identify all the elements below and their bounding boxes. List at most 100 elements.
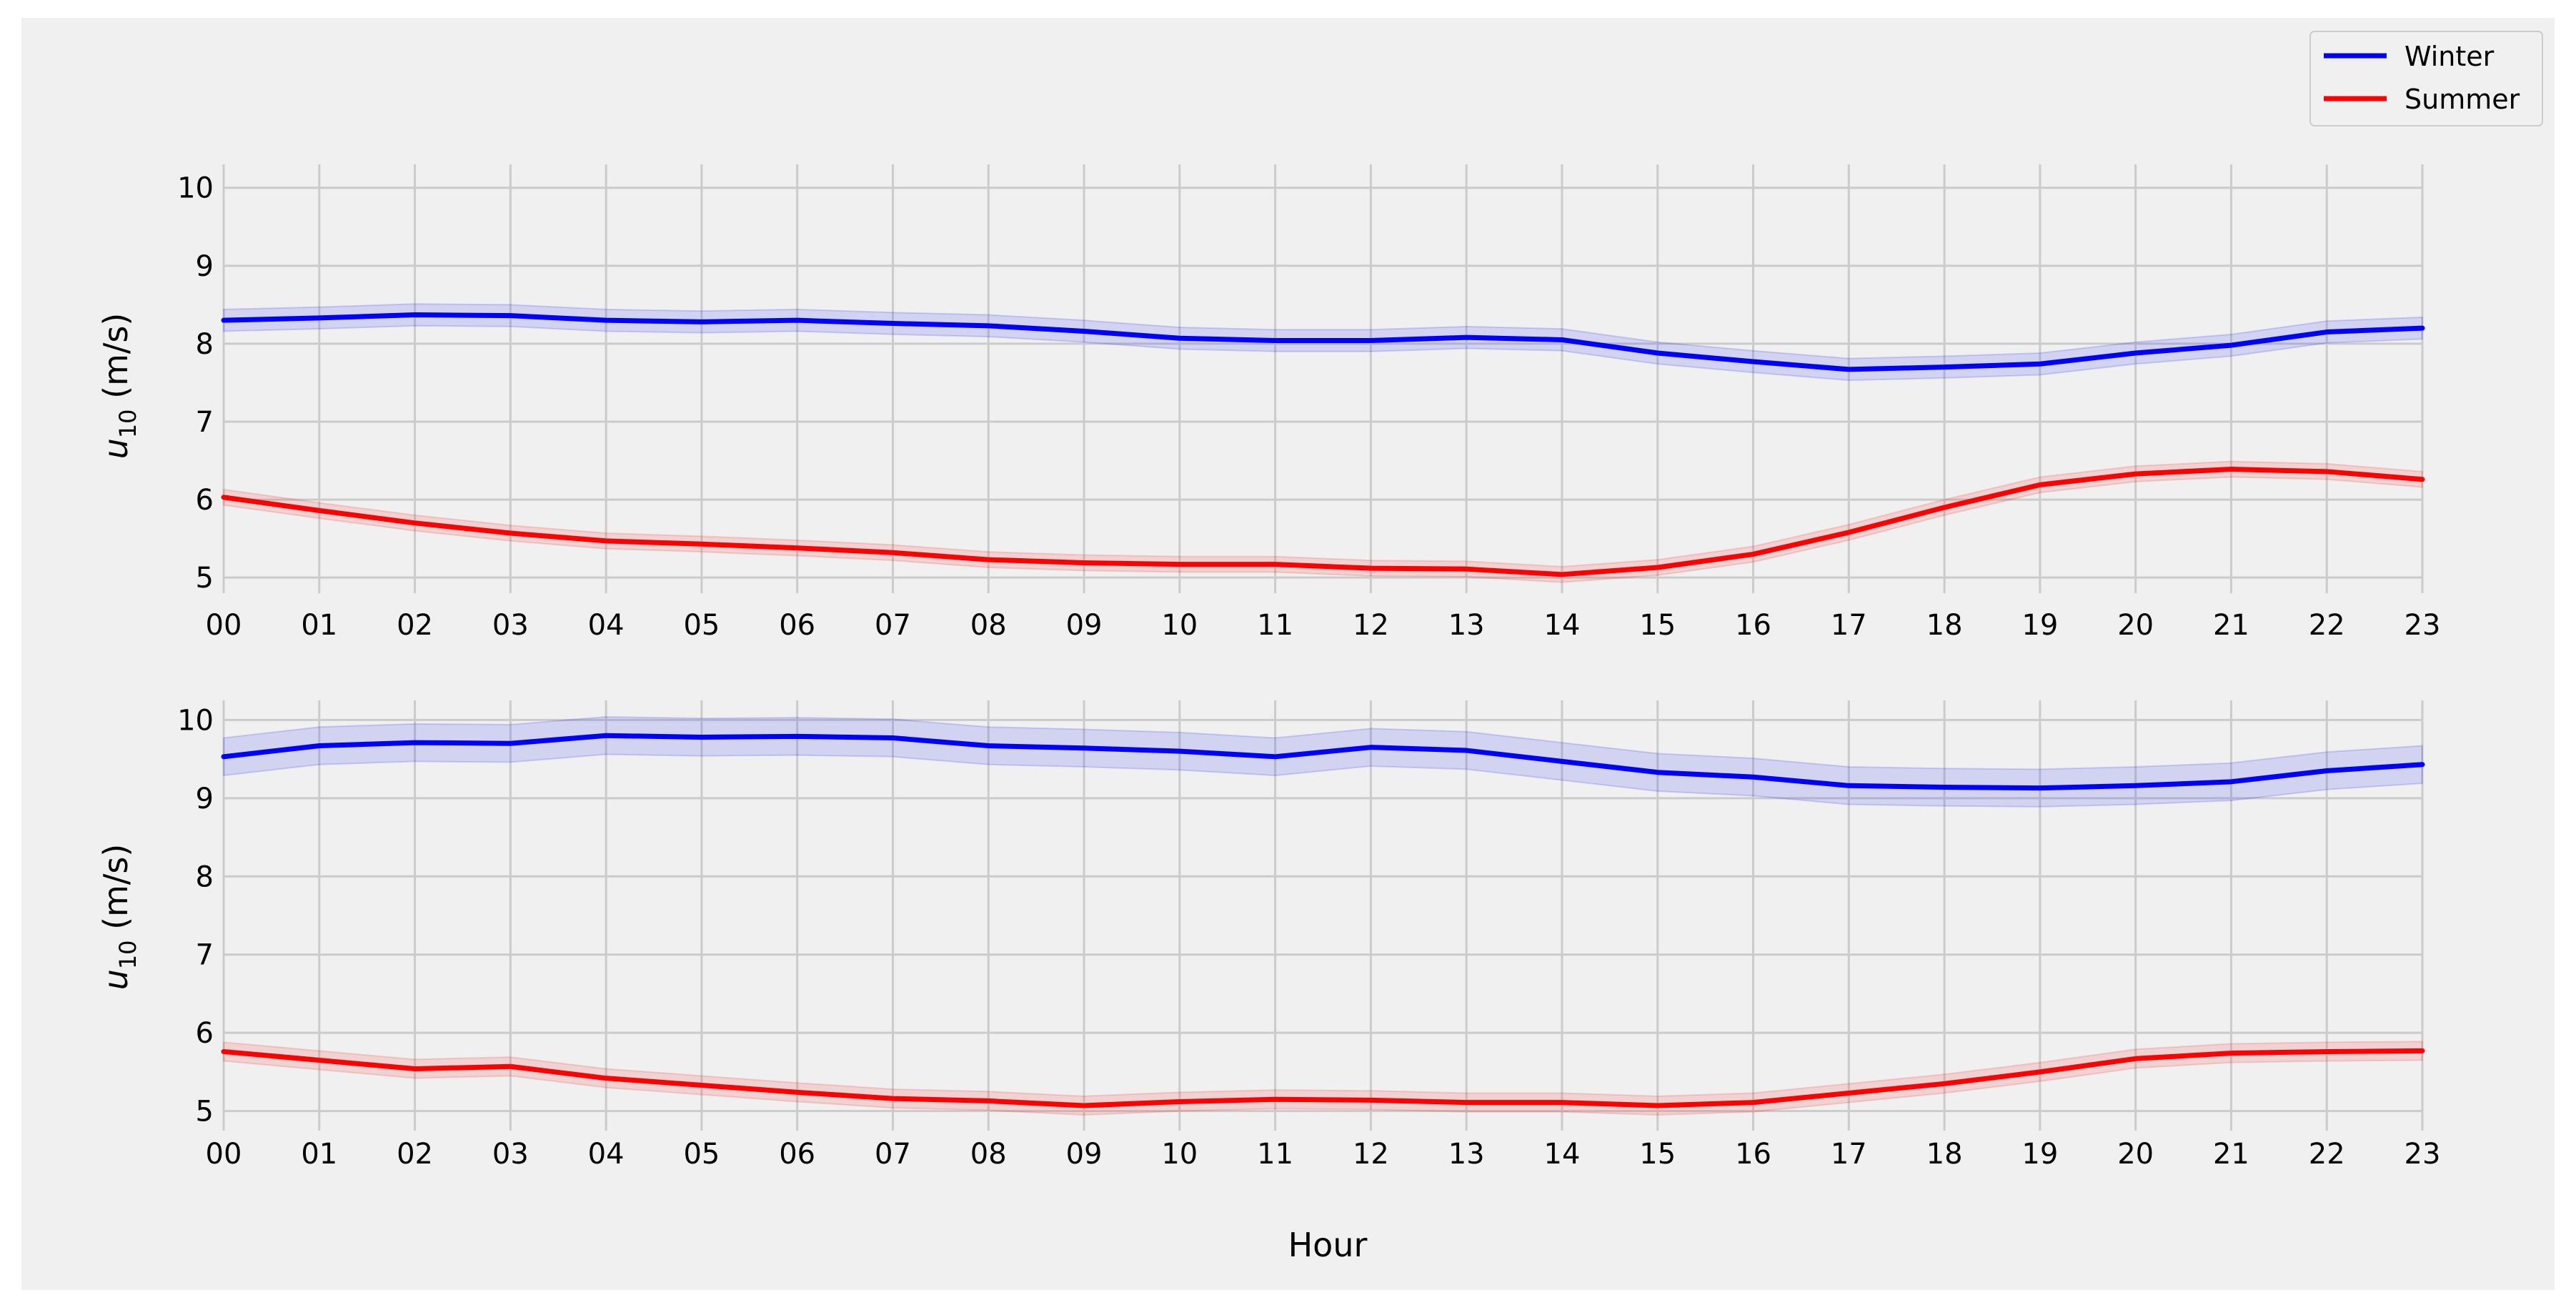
data-point-summer xyxy=(2325,1050,2329,1053)
data-point-winter xyxy=(1369,339,1373,342)
y-tick-label: 7 xyxy=(196,939,214,972)
x-tick-label: 00 xyxy=(206,1138,242,1171)
data-point-winter xyxy=(605,319,608,322)
x-tick-label: 07 xyxy=(875,1138,911,1171)
data-point-summer xyxy=(413,521,417,525)
data-point-winter xyxy=(1083,746,1086,750)
data-point-winter xyxy=(1178,337,1181,340)
x-tick-label: 22 xyxy=(2309,609,2345,642)
x-tick-label: 14 xyxy=(1544,1138,1581,1171)
data-point-winter xyxy=(1656,352,1659,354)
series-line-summer xyxy=(221,1048,2425,1108)
data-point-winter xyxy=(509,314,512,317)
x-tick-label: 12 xyxy=(1353,1138,1389,1171)
x-tick-label: 08 xyxy=(970,609,1007,642)
data-point-winter xyxy=(2134,352,2137,354)
data-point-winter xyxy=(1178,750,1181,753)
x-tick-label: 09 xyxy=(1066,609,1103,642)
x-tick-label: 06 xyxy=(779,1138,815,1171)
data-point-winter xyxy=(1465,336,1468,339)
data-point-winter xyxy=(1751,775,1755,779)
x-tick-label: 06 xyxy=(779,609,815,642)
x-tick-label: 23 xyxy=(2405,609,2441,642)
x-tick-label: 19 xyxy=(2021,609,2058,642)
x-tick-label: 11 xyxy=(1257,1138,1293,1171)
x-tick-label: 15 xyxy=(1639,609,1676,642)
data-point-summer xyxy=(2229,1051,2233,1055)
data-point-winter xyxy=(1656,770,1659,774)
data-point-summer xyxy=(1656,1103,1659,1107)
data-point-winter xyxy=(2325,769,2329,773)
data-point-winter xyxy=(891,322,895,325)
data-point-winter xyxy=(700,735,703,739)
x-tick-label: 05 xyxy=(683,609,720,642)
data-point-winter xyxy=(700,320,703,324)
data-point-winter xyxy=(1847,784,1851,788)
legend-label-summer: Summer xyxy=(2405,84,2520,115)
x-tick-label: 16 xyxy=(1735,609,1771,642)
x-tick-label: 03 xyxy=(492,1138,529,1171)
x-tick-label: 18 xyxy=(1926,1138,1963,1171)
data-point-summer xyxy=(1656,566,1659,569)
data-point-winter xyxy=(1369,745,1373,749)
y-tick-label: 8 xyxy=(196,328,214,361)
y-tick-label: 8 xyxy=(196,860,214,893)
data-point-summer xyxy=(987,558,990,562)
data-point-summer xyxy=(1273,1098,1277,1101)
data-point-winter xyxy=(2134,784,2137,788)
data-point-summer xyxy=(1083,561,1086,565)
data-point-summer xyxy=(509,532,512,535)
x-tick-label: 02 xyxy=(397,1138,433,1171)
x-tick-label: 13 xyxy=(1448,1138,1485,1171)
data-point-summer xyxy=(1369,567,1373,570)
legend: Winter Summer xyxy=(2309,31,2543,126)
panel-top: 5 6 7 8 9 10 00 01 02 03 04 05 06 07 08 09 10 11 12 13 14 15 1… xyxy=(177,164,2440,642)
data-point-winter xyxy=(1560,760,1563,763)
x-tick-label: 21 xyxy=(2213,609,2249,642)
series-line-winter xyxy=(221,312,2425,372)
y-tick-label: 9 xyxy=(196,250,214,283)
data-point-summer xyxy=(1465,567,1468,571)
x-tick-label: 14 xyxy=(1544,609,1581,642)
y-tick-label: 7 xyxy=(196,406,214,439)
x-tick-label: 20 xyxy=(2117,609,2154,642)
x-tick-label: 12 xyxy=(1353,609,1389,642)
data-point-summer xyxy=(1751,552,1755,556)
data-point-winter xyxy=(317,744,321,748)
data-point-summer xyxy=(1943,506,1946,509)
data-point-summer xyxy=(987,1099,990,1103)
confidence-band-summer xyxy=(223,460,2423,583)
data-point-summer xyxy=(1178,1100,1181,1103)
data-point-summer xyxy=(1560,572,1563,576)
data-point-winter xyxy=(891,736,895,740)
data-point-winter xyxy=(509,742,512,745)
data-point-summer xyxy=(605,539,608,542)
data-point-winter xyxy=(1847,367,1851,371)
x-tick-label: 10 xyxy=(1161,609,1198,642)
series-line-summer xyxy=(221,467,2425,577)
data-point-summer xyxy=(605,1076,608,1080)
data-point-summer xyxy=(795,1091,799,1094)
data-point-summer xyxy=(891,551,895,555)
data-point-winter xyxy=(987,324,990,327)
data-point-winter xyxy=(1943,785,1946,789)
data-point-winter xyxy=(1083,329,1086,333)
data-point-winter xyxy=(2229,344,2233,347)
data-point-winter xyxy=(2038,362,2042,366)
x-tick-label: 17 xyxy=(1831,609,1867,642)
x-tick-label: 17 xyxy=(1831,1138,1867,1171)
y-tick-label: 9 xyxy=(196,783,214,815)
x-tick-label: 03 xyxy=(492,609,529,642)
data-point-summer xyxy=(2325,470,2329,473)
data-point-summer xyxy=(2038,483,2042,487)
data-point-summer xyxy=(1465,1101,1468,1104)
x-tick-label: 09 xyxy=(1066,1138,1103,1171)
x-tick-label: 08 xyxy=(970,1138,1007,1171)
data-point-summer xyxy=(2421,1049,2424,1053)
data-point-winter xyxy=(2421,763,2424,766)
x-tick-label: 20 xyxy=(2117,1138,2154,1171)
data-point-summer xyxy=(222,1050,225,1053)
data-point-winter xyxy=(1273,339,1277,342)
data-point-summer xyxy=(1751,1101,1755,1104)
